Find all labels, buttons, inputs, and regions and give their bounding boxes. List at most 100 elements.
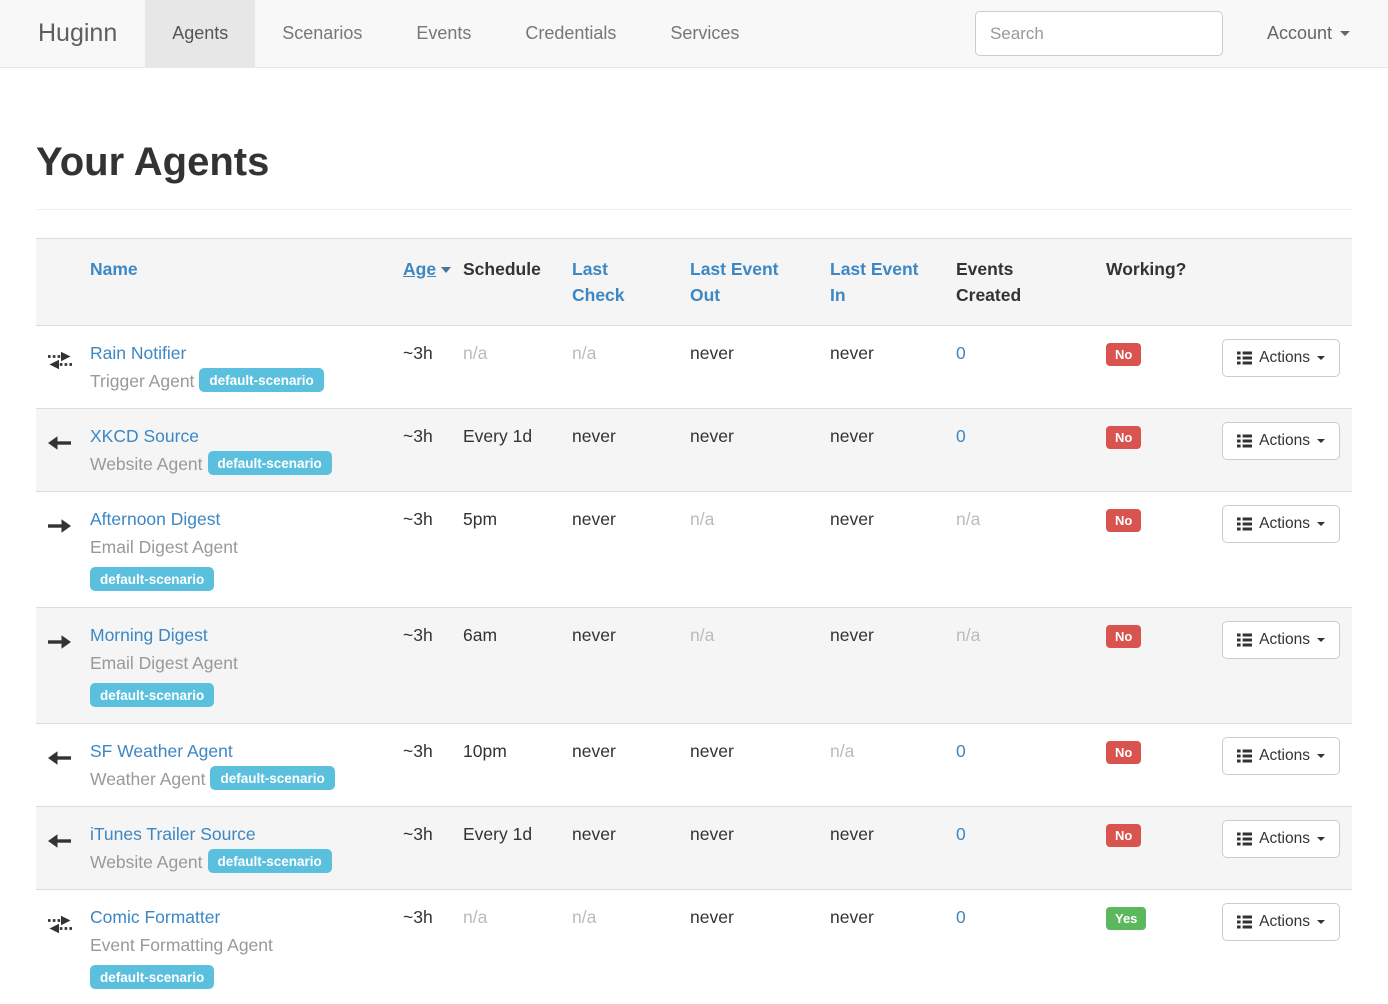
account-menu[interactable]: Account	[1267, 23, 1350, 44]
actions-button[interactable]: Actions	[1222, 505, 1340, 543]
last-check-cell: never	[572, 824, 616, 844]
col-header-icon	[36, 238, 90, 326]
col-header-last-event-in[interactable]: Last Event In	[830, 238, 956, 326]
working-status-badge: No	[1106, 426, 1142, 449]
nav-item-services[interactable]: Services	[670, 23, 740, 43]
agent-name-link[interactable]: Rain Notifier	[90, 343, 187, 363]
search-input[interactable]	[974, 11, 1223, 56]
age-cell: ~3h	[403, 509, 433, 529]
nav-item-credentials[interactable]: Credentials	[525, 23, 617, 43]
events-created-link[interactable]: 0	[956, 343, 966, 363]
agent-name-cell: XKCD Source Website Agent default-scenario	[90, 409, 403, 492]
events-created-cell: 0	[956, 326, 1106, 409]
agent-name-cell: iTunes Trailer Source Website Agent defaul…	[90, 807, 403, 890]
arrow-left-icon	[47, 747, 72, 767]
col-header-events-created: Events Created	[956, 238, 1106, 326]
actions-cell: Actions	[1215, 326, 1352, 409]
actions-button[interactable]: Actions	[1222, 422, 1340, 460]
agent-direction-cell	[36, 326, 90, 409]
col-header-age[interactable]: Age	[403, 238, 463, 326]
agent-direction-cell	[36, 608, 90, 724]
agent-name-link[interactable]: Morning Digest	[90, 625, 208, 645]
chevron-down-icon	[1317, 920, 1325, 924]
last-event-out-cell: never	[690, 907, 734, 927]
scenario-badge[interactable]: default-scenario	[90, 965, 215, 989]
col-header-name[interactable]: Name	[90, 238, 403, 326]
arrow-right-icon	[47, 631, 72, 651]
agent-name-link[interactable]: XKCD Source	[90, 426, 199, 446]
list-icon	[1237, 913, 1253, 931]
events-created-cell: 0	[956, 409, 1106, 492]
agent-name-link[interactable]: SF Weather Agent	[90, 741, 233, 761]
arrow-right-icon	[47, 515, 72, 535]
scenario-badge[interactable]: default-scenario	[199, 368, 324, 392]
agent-type-label: Trigger Agent	[90, 371, 195, 391]
actions-cell: Actions	[1215, 890, 1352, 1004]
working-cell: No	[1106, 724, 1215, 807]
agent-name-cell: Afternoon Digest Email Digest Agent defaul…	[90, 492, 403, 608]
actions-button[interactable]: Actions	[1222, 621, 1340, 659]
schedule-cell: 5pm	[463, 509, 498, 529]
col-header-last-event-out[interactable]: Last Event Out	[690, 238, 830, 326]
actions-button-label: Actions	[1259, 747, 1310, 764]
title-divider	[36, 209, 1352, 210]
actions-button[interactable]: Actions	[1222, 820, 1340, 858]
scenario-badge[interactable]: default-scenario	[207, 451, 332, 475]
list-icon	[1237, 747, 1253, 765]
agent-name-link[interactable]: Afternoon Digest	[90, 509, 221, 529]
list-icon	[1237, 830, 1253, 848]
scenario-badge[interactable]: default-scenario	[207, 849, 332, 873]
nav-item-events[interactable]: Events	[416, 23, 472, 43]
chevron-down-icon	[1340, 31, 1350, 36]
arrow-left-icon	[47, 830, 72, 850]
working-status-badge: No	[1106, 625, 1142, 648]
nav-item-agents[interactable]: Agents	[145, 0, 256, 67]
table-row: SF Weather Agent Weather Agent default-sce…	[36, 723, 1352, 807]
actions-button[interactable]: Actions	[1222, 339, 1340, 377]
last-check-cell: never	[572, 509, 616, 529]
agent-name-cell: Morning Digest Email Digest Agent default-…	[90, 608, 403, 724]
nav-item-scenarios[interactable]: Scenarios	[282, 23, 363, 43]
events-created-link[interactable]: 0	[956, 426, 966, 446]
actions-cell: Actions	[1215, 807, 1352, 890]
events-created-link[interactable]: 0	[956, 824, 966, 844]
last-event-out-cell: n/a	[690, 509, 715, 529]
agent-direction-cell	[36, 890, 90, 1004]
agent-type-label: Email Digest Agent	[90, 653, 238, 673]
age-cell: ~3h	[403, 741, 433, 761]
account-label: Account	[1266, 23, 1332, 43]
brand-logo[interactable]: Huginn	[38, 19, 118, 47]
age-cell: ~3h	[403, 907, 433, 927]
schedule-cell: 6am	[463, 625, 498, 645]
scenario-badge[interactable]: default-scenario	[90, 567, 215, 591]
events-created-link[interactable]: 0	[956, 741, 966, 761]
last-check-cell: never	[572, 625, 616, 645]
agent-name-cell: Comic Formatter Event Formatting Agent def…	[90, 890, 403, 1004]
actions-button[interactable]: Actions	[1222, 737, 1340, 775]
agent-name-link[interactable]: iTunes Trailer Source	[90, 824, 256, 844]
actions-button[interactable]: Actions	[1222, 903, 1340, 941]
working-status-badge: No	[1106, 343, 1142, 366]
last-event-in-cell: never	[830, 426, 874, 446]
chevron-down-icon	[1317, 356, 1325, 360]
events-created-link[interactable]: 0	[956, 907, 966, 927]
actions-cell: Actions	[1215, 608, 1352, 724]
scenario-badge[interactable]: default-scenario	[90, 683, 215, 707]
agent-name-link[interactable]: Comic Formatter	[90, 907, 221, 927]
col-header-last-check[interactable]: Last Check	[572, 238, 690, 326]
actions-button-label: Actions	[1259, 515, 1310, 532]
last-event-in-cell: never	[830, 509, 874, 529]
last-event-out-cell: n/a	[690, 625, 715, 645]
schedule-cell: n/a	[463, 343, 488, 363]
chevron-down-icon	[1317, 837, 1325, 841]
events-created-cell: n/a	[956, 492, 1106, 608]
exchange-icon	[47, 349, 73, 370]
last-event-in-cell: never	[830, 907, 874, 927]
age-cell: ~3h	[403, 824, 433, 844]
actions-cell: Actions	[1215, 724, 1352, 807]
table-row: Rain Notifier Trigger Agent default-scenar…	[36, 325, 1352, 409]
actions-cell: Actions	[1215, 492, 1352, 608]
agents-table: Name Age Schedule Last Check Last Event …	[36, 238, 1352, 1004]
agent-name-cell: SF Weather Agent Weather Agent default-sce…	[90, 724, 403, 807]
scenario-badge[interactable]: default-scenario	[210, 766, 335, 790]
